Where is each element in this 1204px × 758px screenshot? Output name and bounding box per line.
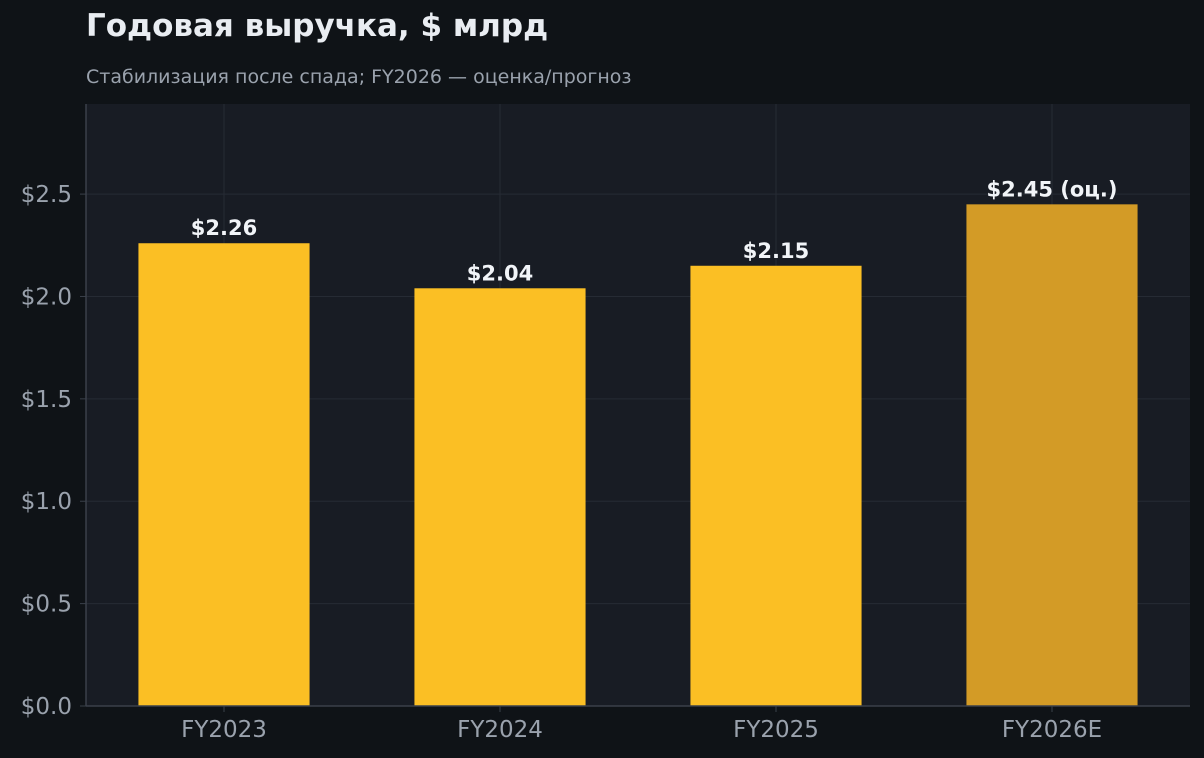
x-tick-label: FY2026E xyxy=(1002,717,1102,743)
x-tick-label: FY2023 xyxy=(181,717,267,743)
chart-subtitle: Стабилизация после спада; FY2026 — оценк… xyxy=(86,66,632,88)
y-tick-label: $1.0 xyxy=(21,489,72,515)
data-label: $2.15 xyxy=(743,239,809,263)
y-tick-label: $2.5 xyxy=(21,182,72,208)
y-tick-label: $0.5 xyxy=(21,592,72,618)
y-tick-label: $0.0 xyxy=(21,694,72,720)
bars xyxy=(138,204,1138,707)
x-tick-label: FY2024 xyxy=(457,717,543,743)
bar-fy2023 xyxy=(138,243,310,706)
chart-title: Годовая выручка, $ млрд xyxy=(86,8,549,44)
y-tick-label: $2.0 xyxy=(21,284,72,310)
bar-fy2026e xyxy=(966,204,1138,707)
x-tick-label: FY2025 xyxy=(733,717,819,743)
labels: $0.0 $0.5 $1.0 $1.5 $2.0 $2.5 $2.26 FY2023 $2.04… xyxy=(21,177,1118,743)
bar-fy2025 xyxy=(690,265,862,706)
data-label: $2.26 xyxy=(191,216,257,240)
axes xyxy=(80,104,1190,712)
data-label: $2.04 xyxy=(467,261,533,285)
data-label: $2.45 (оц.) xyxy=(987,177,1118,201)
y-tick-label: $1.5 xyxy=(21,387,72,413)
bar-fy2024 xyxy=(414,288,586,706)
